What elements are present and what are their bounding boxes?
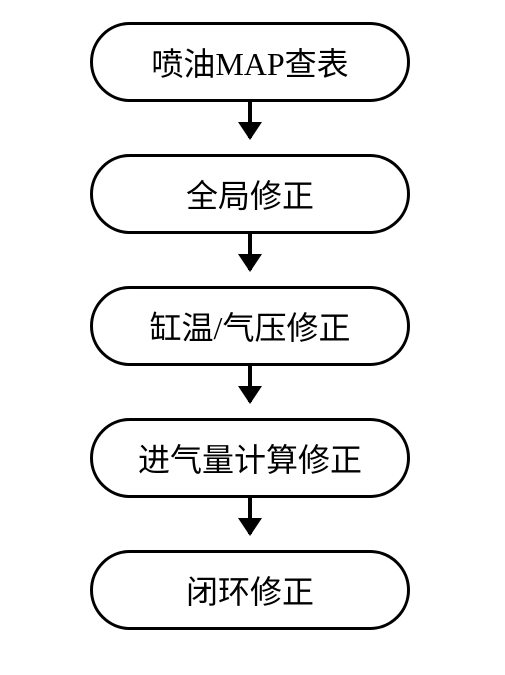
flow-node-intake-calc-correction: 进气量计算修正 bbox=[90, 418, 410, 498]
flow-arrow bbox=[248, 234, 252, 270]
flow-node-label: 缸温/气压修正 bbox=[150, 303, 351, 349]
flow-node-label: 进气量计算修正 bbox=[138, 435, 362, 481]
flow-arrow bbox=[248, 498, 252, 534]
flow-node-global-correction: 全局修正 bbox=[90, 154, 410, 234]
flow-node-temp-pressure-correction: 缸温/气压修正 bbox=[90, 286, 410, 366]
flow-node-map-lookup: 喷油MAP查表 bbox=[90, 22, 410, 102]
flow-node-label: 全局修正 bbox=[186, 171, 314, 217]
flow-arrow bbox=[248, 102, 252, 138]
flow-arrow bbox=[248, 366, 252, 402]
flow-node-label: 闭环修正 bbox=[186, 567, 314, 613]
flow-node-label: 喷油MAP查表 bbox=[151, 39, 348, 85]
flow-node-closed-loop-correction: 闭环修正 bbox=[90, 550, 410, 630]
flowchart-container: 喷油MAP查表 全局修正 缸温/气压修正 进气量计算修正 闭环修正 bbox=[0, 0, 505, 675]
